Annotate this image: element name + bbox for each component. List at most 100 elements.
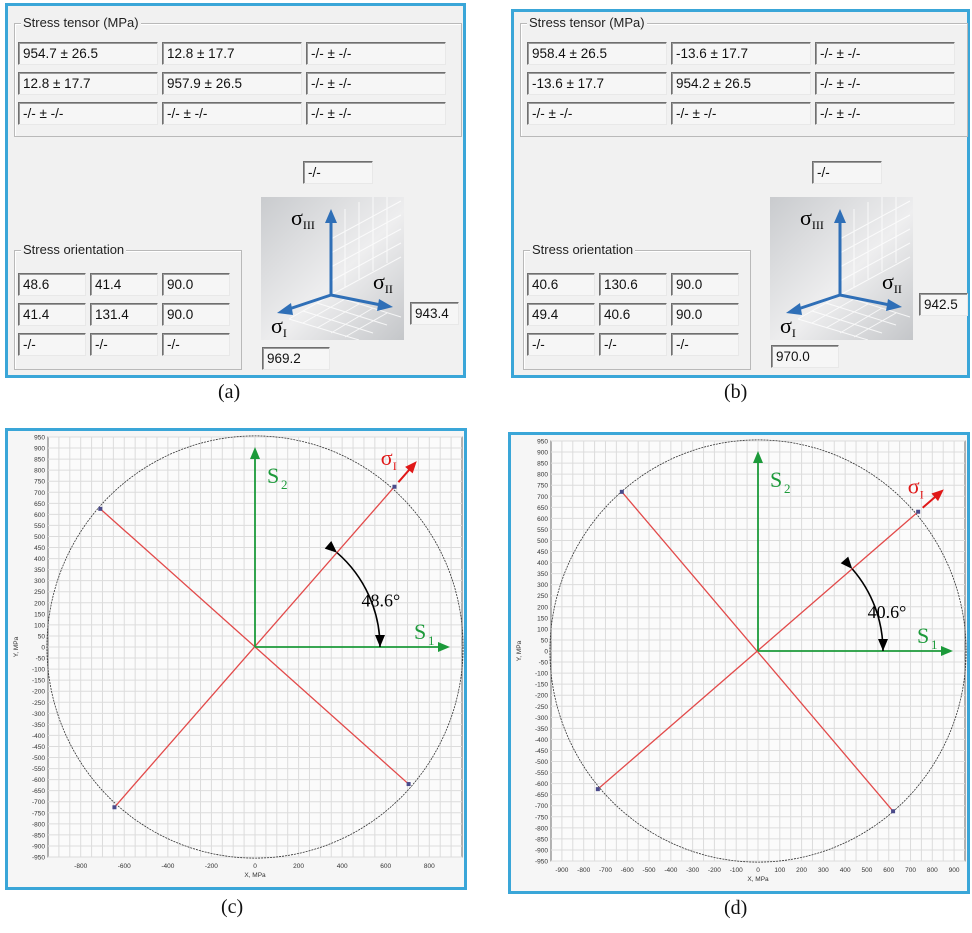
y-tick-label: 150 xyxy=(34,611,45,618)
y-tick-label: -950 xyxy=(535,859,548,866)
caption-c: (c) xyxy=(221,896,244,918)
y-tick-label: 250 xyxy=(537,593,548,600)
x-tick-label: 0 xyxy=(756,867,760,874)
orientation-cell-12[interactable]: 130.6 xyxy=(599,273,667,296)
sigma-i-value[interactable]: 969.2 xyxy=(262,347,330,370)
orientation-cell-23[interactable]: 90.0 xyxy=(671,303,739,326)
tensor-cell-12[interactable]: 12.8 ± 17.7 xyxy=(162,42,302,65)
orientation-cell-22[interactable]: 131.4 xyxy=(90,303,158,326)
y-tick-label: 650 xyxy=(537,505,548,512)
sigma-i-label: σ xyxy=(381,445,393,470)
y-tick-label: 350 xyxy=(34,567,45,574)
y-tick-label: 300 xyxy=(34,578,45,585)
orientation-cell-32[interactable]: -/- xyxy=(599,333,667,356)
y-tick-label: -450 xyxy=(32,744,45,751)
x-tick-label: 800 xyxy=(424,863,435,870)
tensor-cell-13[interactable]: -/- ± -/- xyxy=(306,42,446,65)
x-tick-label: -800 xyxy=(74,863,87,870)
orientation-cell-23[interactable]: 90.0 xyxy=(162,303,230,326)
y-tick-label: -400 xyxy=(32,733,45,740)
x-tick-label: -200 xyxy=(205,863,218,870)
orientation-cell-21[interactable]: 49.4 xyxy=(527,303,595,326)
s1-label: S xyxy=(917,623,929,648)
tensor-cell-33[interactable]: -/- ± -/- xyxy=(815,102,955,125)
y-tick-label: -350 xyxy=(32,722,45,729)
sigma-i-label-subscript: I xyxy=(393,459,397,473)
tensor-cell-22[interactable]: 957.9 ± 26.5 xyxy=(162,72,302,95)
orientation-cell-22[interactable]: 40.6 xyxy=(599,303,667,326)
principal-axes-icon: σIII σII σI xyxy=(261,197,404,340)
orientation-cell-12[interactable]: 41.4 xyxy=(90,273,158,296)
tensor-cell-11[interactable]: 958.4 ± 26.5 xyxy=(527,42,667,65)
sigma-ii-value[interactable]: 943.4 xyxy=(410,302,459,325)
tensor-cell-13[interactable]: -/- ± -/- xyxy=(815,42,955,65)
y-tick-label: -400 xyxy=(535,737,548,744)
tensor-cell-32[interactable]: -/- ± -/- xyxy=(162,102,302,125)
y-tick-label: 50 xyxy=(38,633,46,640)
s1-label: S xyxy=(414,619,426,644)
orientation-cell-13[interactable]: 90.0 xyxy=(671,273,739,296)
tensor-cell-32[interactable]: -/- ± -/- xyxy=(671,102,811,125)
x-tick-label: -200 xyxy=(708,867,721,874)
y-tick-label: -350 xyxy=(535,726,548,733)
sigma-iii-value[interactable]: -/- xyxy=(812,161,882,184)
tensor-cell-12[interactable]: -13.6 ± 17.7 xyxy=(671,42,811,65)
orientation-cell-31[interactable]: -/- xyxy=(18,333,86,356)
sigma-iii-value[interactable]: -/- xyxy=(303,161,373,184)
y-tick-label: 500 xyxy=(34,534,45,541)
orientation-cell-33[interactable]: -/- xyxy=(671,333,739,356)
y-tick-label: -550 xyxy=(535,770,548,777)
tensor-cell-23[interactable]: -/- ± -/- xyxy=(306,72,446,95)
y-tick-label: 150 xyxy=(537,615,548,622)
y-tick-label: 600 xyxy=(537,516,548,523)
tensor-cell-33[interactable]: -/- ± -/- xyxy=(306,102,446,125)
angle-arc-arrowhead-end xyxy=(878,639,888,651)
orientation-cell-21[interactable]: 41.4 xyxy=(18,303,86,326)
y-tick-label: 200 xyxy=(34,600,45,607)
stress-tensor-title: Stress tensor (MPa) xyxy=(21,15,141,31)
s1-arrowhead xyxy=(941,646,953,656)
y-axis-label: Y, MPa xyxy=(516,640,523,661)
x-tick-label: 600 xyxy=(883,867,894,874)
caption-b: (b) xyxy=(724,381,748,403)
orientation-cell-13[interactable]: 90.0 xyxy=(162,273,230,296)
data-point xyxy=(619,489,624,494)
y-tick-label: 0 xyxy=(41,645,45,652)
x-tick-label: 700 xyxy=(905,867,916,874)
y-tick-label: -600 xyxy=(32,777,45,784)
stress-panel-b: Stress tensor (MPa) 958.4 ± 26.5 -13.6 ±… xyxy=(511,9,970,378)
tensor-cell-21[interactable]: 12.8 ± 17.7 xyxy=(18,72,158,95)
sigma-i-label: σ xyxy=(908,473,920,498)
tensor-cell-21[interactable]: -13.6 ± 17.7 xyxy=(527,72,667,95)
angle-label: 48.6° xyxy=(361,591,400,611)
stress-orientation-group: Stress orientation xyxy=(523,242,751,370)
y-tick-label: -900 xyxy=(535,847,548,854)
orientation-cell-32[interactable]: -/- xyxy=(90,333,158,356)
principal-axes-icon: σIII σII σI xyxy=(770,197,913,340)
tensor-cell-23[interactable]: -/- ± -/- xyxy=(815,72,955,95)
stress-panel-a: Stress tensor (MPa) 954.7 ± 26.5 12.8 ± … xyxy=(5,3,466,378)
orientation-cell-11[interactable]: 48.6 xyxy=(18,273,86,296)
tensor-cell-22[interactable]: 954.2 ± 26.5 xyxy=(671,72,811,95)
angle-label: 40.6° xyxy=(868,602,907,622)
y-tick-label: 200 xyxy=(537,604,548,611)
orientation-cell-33[interactable]: -/- xyxy=(162,333,230,356)
orientation-cell-31[interactable]: -/- xyxy=(527,333,595,356)
y-tick-label: -300 xyxy=(32,711,45,718)
y-tick-label: 750 xyxy=(34,479,45,486)
x-tick-label: 500 xyxy=(862,867,873,874)
tensor-cell-31[interactable]: -/- ± -/- xyxy=(527,102,667,125)
sigma-i-value[interactable]: 970.0 xyxy=(771,345,839,368)
y-tick-label: 0 xyxy=(544,649,548,656)
y-tick-label: -150 xyxy=(535,682,548,689)
x-tick-label: -900 xyxy=(555,867,568,874)
orientation-cell-11[interactable]: 40.6 xyxy=(527,273,595,296)
stress-orientation-group: Stress orientation xyxy=(14,242,242,370)
tensor-cell-31[interactable]: -/- ± -/- xyxy=(18,102,158,125)
principal-stress-line xyxy=(621,491,894,812)
tensor-cell-11[interactable]: 954.7 ± 26.5 xyxy=(18,42,158,65)
y-tick-label: -100 xyxy=(32,667,45,674)
caption-d: (d) xyxy=(724,897,748,919)
sigma-ii-value[interactable]: 942.5 xyxy=(919,293,968,316)
x-tick-label: 800 xyxy=(927,867,938,874)
